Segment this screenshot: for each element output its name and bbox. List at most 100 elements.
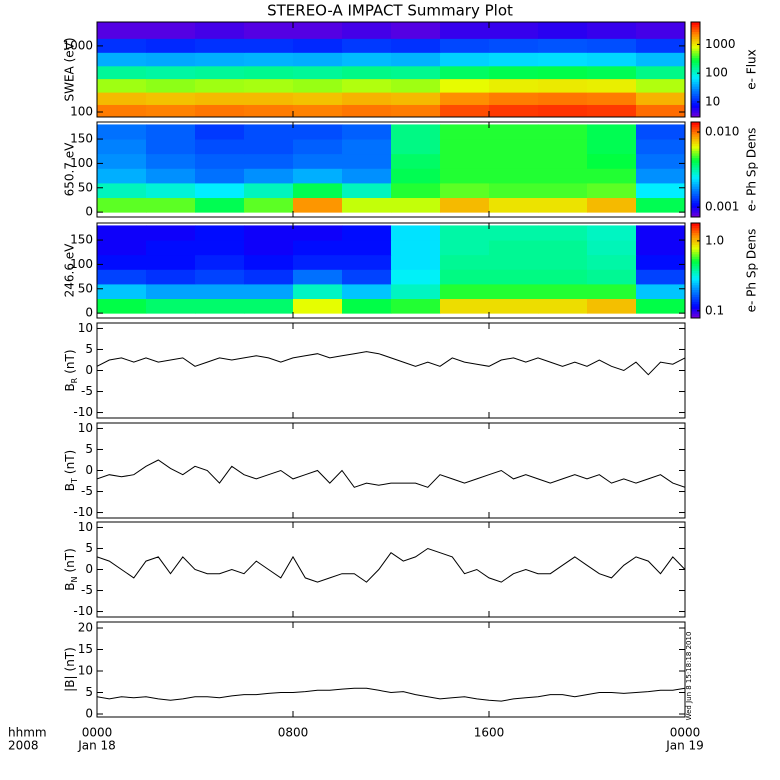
- spectrogram-cell: [636, 38, 685, 53]
- spectrogram-cell: [587, 104, 637, 117]
- spectrogram-cell: [244, 92, 294, 105]
- spectrogram-cell: [293, 254, 343, 270]
- spectrogram-cell: [342, 240, 392, 256]
- spectrogram-cell: [489, 65, 539, 80]
- colorbar-segment: [691, 232, 700, 236]
- colorbar-segment: [691, 124, 700, 128]
- colorbar-segment: [691, 76, 700, 80]
- y-tick-label: 5: [85, 685, 93, 699]
- y-axis-label: BN (nT): [63, 548, 79, 591]
- colorbar-segment: [691, 171, 700, 175]
- colorbar-tick-label: 0.001: [705, 200, 739, 214]
- spectrogram-cell: [489, 182, 539, 199]
- spectrogram-cell: [293, 153, 343, 169]
- colorbar-segment: [691, 83, 700, 87]
- spectrogram-cell: [538, 78, 588, 93]
- spectrogram-cell: [97, 104, 147, 117]
- spectrogram-cell: [342, 298, 392, 314]
- y-tick-label: 0: [85, 463, 93, 477]
- spectrogram-cell: [195, 124, 245, 140]
- colorbar-segment: [691, 93, 700, 97]
- colorbar-segment: [691, 200, 700, 204]
- spectrogram-cell: [587, 225, 637, 241]
- spectrogram-cell: [440, 65, 490, 80]
- spectrogram-cell: [293, 22, 343, 39]
- spectrogram-cell: [587, 78, 637, 93]
- spectrogram-cell: [342, 168, 392, 184]
- spectrogram-cell: [440, 283, 490, 300]
- colorbar-segment: [691, 57, 700, 61]
- y-tick-label: 0: [85, 363, 93, 377]
- spectrogram-cell: [391, 153, 441, 169]
- colorbar-segment: [691, 86, 700, 89]
- spectrogram-cell: [636, 22, 685, 39]
- colorbar-segment: [691, 284, 700, 288]
- spectrogram-cell: [440, 38, 490, 53]
- y-tick-label: -5: [81, 484, 93, 498]
- y-tick-label: 0: [85, 306, 93, 320]
- spectrogram-cell: [489, 240, 539, 256]
- spectrogram-cell: [587, 240, 637, 256]
- spectrogram-cell: [636, 124, 685, 140]
- y-tick-label: 150: [70, 233, 93, 247]
- spectrogram-cell: [391, 240, 441, 256]
- colorbar-segment: [691, 308, 700, 312]
- colorbar-segment: [691, 225, 700, 229]
- spectrogram-cell: [391, 197, 441, 213]
- spectrogram-cell: [195, 197, 245, 213]
- spectrogram-cell: [293, 240, 343, 256]
- spectrogram-cell: [293, 168, 343, 184]
- spectrogram-cell: [195, 52, 245, 67]
- spectrogram-cell: [636, 92, 685, 105]
- spectrogram-cell: [538, 240, 588, 256]
- colorbar-segment: [691, 60, 700, 63]
- spectrogram-cell: [391, 182, 441, 199]
- colorbar-segment: [691, 107, 700, 111]
- spectrogram-cell: [342, 283, 392, 300]
- panel-body: [97, 687, 685, 702]
- panel-frame: [96, 621, 686, 718]
- spectrogram-cell: [440, 168, 490, 184]
- spectrogram-cell: [244, 78, 294, 93]
- colorbar-segment: [691, 22, 700, 25]
- panel-body: [97, 547, 685, 583]
- spectrogram-cell: [391, 269, 441, 285]
- colorbar-segment: [691, 176, 700, 180]
- spectrogram-cell: [244, 38, 294, 53]
- spectrogram-cell: [587, 182, 637, 199]
- colorbar-tick-label: 0.1: [705, 303, 724, 317]
- colorbar-segment: [691, 48, 700, 51]
- panel: BR (nT) -10 -5 0 5 10: [63, 321, 686, 419]
- colorbar-tick-label: 1.0: [705, 233, 724, 247]
- y-tick-label: 100: [70, 104, 93, 118]
- spectrogram-cell: [97, 52, 147, 67]
- y-axis-label: |B| (nT): [63, 647, 77, 692]
- colorbar-segment: [691, 249, 700, 252]
- colorbar-segment: [691, 45, 700, 49]
- colorbar-segment: [691, 102, 700, 106]
- colorbar-segment: [691, 143, 700, 147]
- spectrogram-cell: [293, 225, 343, 241]
- x-tick-label: 1600: [474, 726, 505, 740]
- spectrogram-cell: [440, 298, 490, 314]
- colorbar-segment: [691, 205, 700, 208]
- spectrogram-cell: [440, 240, 490, 256]
- spectrogram-cell: [195, 139, 245, 155]
- y-tick-label: 0: [85, 205, 93, 219]
- colorbar-segment: [691, 129, 700, 132]
- spectrogram-cell: [391, 38, 441, 53]
- spectrogram-cell: [489, 197, 539, 213]
- spectrogram-cell: [293, 283, 343, 300]
- spectrogram-cell: [244, 254, 294, 270]
- spectrogram-cell: [146, 38, 196, 53]
- spectrogram-cell: [146, 283, 196, 300]
- colorbar-segment: [691, 234, 700, 238]
- spectrogram-cell: [342, 22, 392, 39]
- colorbar-label: e- Flux: [745, 49, 759, 89]
- y-tick-label: 50: [78, 281, 93, 295]
- spectrogram-cell: [342, 182, 392, 199]
- spectrogram-cell: [587, 52, 637, 67]
- spectrogram-cell: [293, 65, 343, 80]
- spectrogram-cell: [538, 52, 588, 67]
- y-label-unit: (nT): [63, 647, 77, 671]
